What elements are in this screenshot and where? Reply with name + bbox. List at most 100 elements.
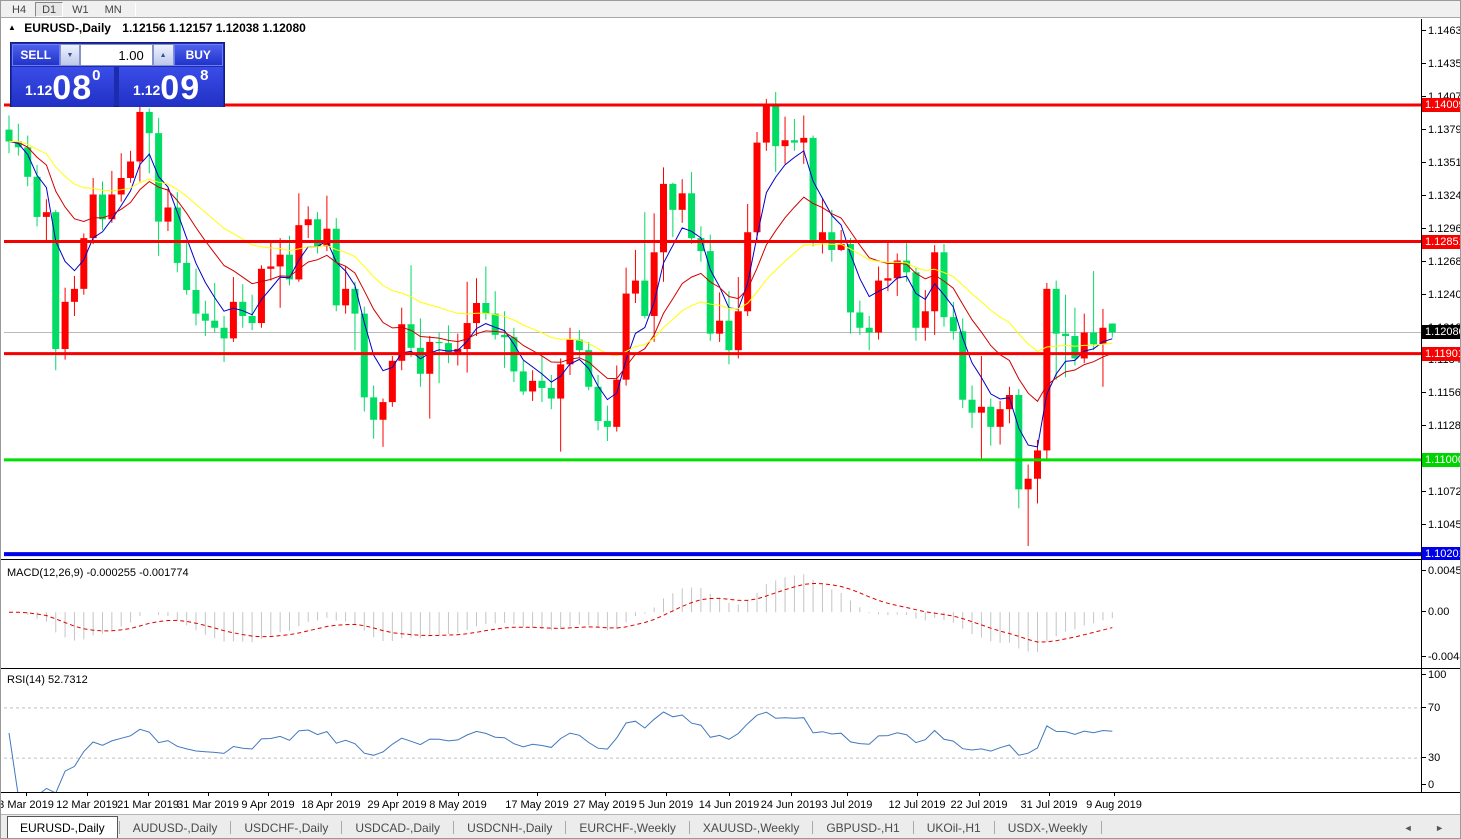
macd-indicator-canvas[interactable]	[4, 560, 1421, 668]
candle-body	[454, 349, 462, 354]
tab-divider	[118, 821, 120, 834]
timeframe-button-h4[interactable]: H4	[12, 3, 27, 16]
candle-body	[660, 183, 667, 253]
date-label: 9 Apr 2019	[241, 799, 295, 811]
candle-body	[538, 380, 546, 388]
chart-tab-usdchf-daily[interactable]: USDCHF-,Daily	[244, 821, 329, 835]
price-axis-tick: 1.14635	[1422, 25, 1460, 37]
rsi-axis[interactable]: 100 70 30 0	[1422, 669, 1460, 792]
candle-body	[669, 183, 677, 210]
tick-dash	[1422, 293, 1426, 295]
tick-dash	[1422, 260, 1426, 262]
volume-decrease-button[interactable]: ▼	[59, 44, 81, 66]
candle-body	[248, 315, 256, 324]
chart-tab-bar: EURUSD-,Daily AUDUSD-,Daily USDCHF-,Daily U…	[1, 814, 1460, 838]
chart-tab-ukoil-h1[interactable]: UKOil-,H1	[926, 821, 981, 835]
candle-body	[968, 399, 976, 413]
sell-price-display[interactable]: 1.12 08 0	[12, 67, 114, 107]
candle-body	[725, 320, 733, 351]
main-chart-canvas[interactable]	[4, 19, 1421, 559]
timeframe-button-w1[interactable]: W1	[72, 3, 89, 16]
timeframe-button-mn[interactable]: MN	[104, 3, 122, 16]
date-label: 12 Jul 2019	[888, 799, 946, 811]
date-axis[interactable]: 3 Mar 2019 12 Mar 2019 21 Mar 2019 31 Mar 2…	[1, 793, 1460, 814]
candle-body	[173, 207, 181, 263]
volume-increase-button[interactable]: ▲	[152, 44, 174, 66]
candle-body	[650, 252, 658, 316]
candle-body	[127, 161, 135, 178]
chart-tab-usdcad-daily[interactable]: USDCAD-,Daily	[355, 821, 441, 835]
volume-input[interactable]: 1.00	[80, 44, 153, 66]
candle-body	[192, 290, 200, 314]
chart-tab-xauusd-weekly[interactable]: XAUUSD-,Weekly	[702, 821, 800, 835]
chart-macd-splitter[interactable]	[1, 559, 1460, 560]
collapse-panel-icon[interactable]: ▲	[8, 23, 16, 32]
candle-body	[426, 341, 434, 374]
candle-body	[847, 244, 854, 313]
buy-price-sup: 8	[200, 67, 209, 84]
chart-tab-eurusd-daily[interactable]: EURUSD-,Daily	[7, 816, 118, 838]
candle-body	[99, 194, 106, 220]
candle-body	[304, 219, 312, 226]
tick-dash	[1422, 162, 1426, 164]
chart-header: ▲ EURUSD-,Daily 1.12156 1.12157 1.12038 …	[8, 21, 306, 35]
chart-tab-eurchf-weekly[interactable]: EURCHF-,Weekly	[579, 821, 676, 835]
tab-scroll-left-icon[interactable]: ◄	[1403, 823, 1423, 833]
candle-body	[781, 140, 789, 147]
candle-body	[547, 387, 555, 399]
candle-body	[398, 324, 406, 361]
ma-line-28	[8, 140, 1113, 357]
tick-dash	[1422, 784, 1426, 785]
candle-body	[351, 288, 359, 314]
sell-button[interactable]: SELL	[12, 44, 60, 66]
candle-body	[1052, 288, 1060, 334]
candle-body	[603, 420, 611, 427]
date-tick-mark	[458, 793, 459, 796]
candle-body	[753, 142, 761, 233]
macd-axis-tick: 0.004517	[1422, 565, 1460, 577]
candle-body	[893, 260, 901, 279]
tab-scroll-right-icon[interactable]: ►	[1435, 823, 1454, 833]
chart-tab-usdcnh-daily[interactable]: USDCNH-,Daily	[467, 821, 553, 835]
candle-body	[594, 386, 602, 421]
date-label: 14 Jun 2019	[698, 799, 760, 811]
rsi-indicator-canvas[interactable]	[4, 669, 1421, 792]
date-label: 22 Jul 2019	[950, 799, 1008, 811]
tick-dash	[1422, 757, 1426, 759]
rsi-axis-tick: 70	[1422, 702, 1440, 714]
candle-body	[529, 380, 537, 392]
candle-body	[1062, 333, 1070, 337]
candle-body	[856, 312, 864, 328]
chart-tab-audusd-daily[interactable]: AUDUSD-,Daily	[132, 821, 218, 835]
candle-body	[267, 266, 275, 269]
candle-body	[314, 219, 322, 247]
tick-dash	[1422, 227, 1426, 229]
buy-button[interactable]: BUY	[173, 44, 224, 66]
candle-body	[501, 334, 509, 338]
candle-body	[818, 232, 826, 242]
price-axis[interactable]: 1.146351.143551.140751.137951.135151.132…	[1422, 19, 1460, 564]
candle-body	[1034, 450, 1041, 479]
date-tick-mark	[537, 793, 538, 796]
tick-dash	[1422, 523, 1426, 525]
candle-body	[940, 252, 948, 318]
candle-body	[959, 331, 967, 400]
date-tick-mark	[268, 793, 269, 796]
candle-body	[323, 228, 331, 247]
candle-body	[921, 311, 929, 328]
buy-price-display[interactable]: 1.12 09 8	[118, 67, 223, 107]
candle-body	[566, 339, 574, 365]
macd-axis[interactable]: 0.004517 0.00 -0.004806	[1422, 560, 1460, 668]
candle-body	[201, 313, 209, 321]
chart-tab-gbpusd-h1[interactable]: GBPUSD-,H1	[826, 821, 900, 835]
tick-dash	[1422, 129, 1426, 131]
trade-panel-prices: 1.12 08 0 1.12 09 8	[12, 67, 223, 107]
macd-rsi-splitter[interactable]	[1, 668, 1460, 669]
chart-tab-usdx-weekly[interactable]: USDX-,Weekly	[1007, 821, 1088, 835]
candle-body	[575, 339, 583, 351]
tick-dash	[1422, 569, 1426, 571]
timeframe-button-d1[interactable]: D1	[35, 1, 64, 17]
macd-panel-background	[3, 560, 1421, 668]
price-axis-tick: 1.12680	[1422, 256, 1460, 268]
tick-dash	[1422, 96, 1426, 98]
